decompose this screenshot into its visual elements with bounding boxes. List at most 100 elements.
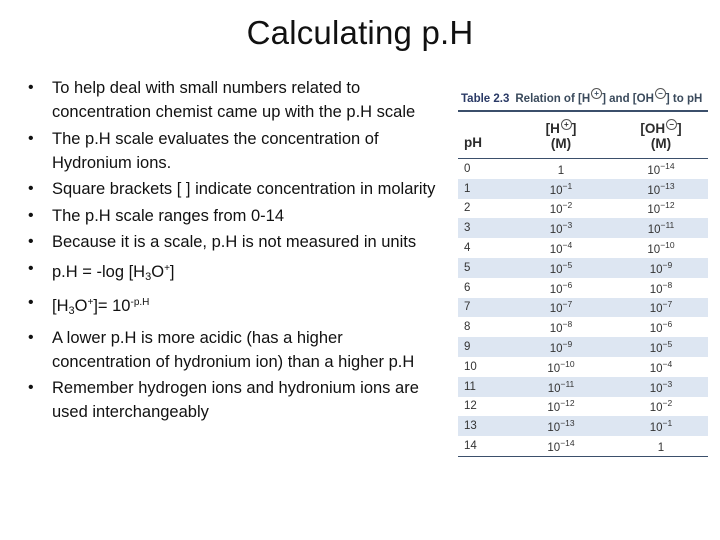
superscript: -p.H <box>130 297 150 308</box>
bullet-text: Remember hydrogen ions and hydronium ion… <box>52 379 419 421</box>
bullet-item: The p.H scale evaluates the concentratio… <box>22 127 442 175</box>
cell-ph: 14 <box>464 440 477 453</box>
formula-text: ] <box>169 262 175 281</box>
cell-h-concentration: 10−14 <box>547 438 575 455</box>
formula-text: O <box>151 262 165 281</box>
table-row: 6 10−6 10−8 <box>458 278 708 298</box>
bullet-item: A lower p.H is more acidic (has a higher… <box>22 326 442 374</box>
bullet-item-ph-formula: p.H = -log [H3O+] <box>22 257 442 289</box>
bullet-item-concentration-formula: [H3O+]= 10-p.H <box>22 291 442 323</box>
header-h-ion: [H +] (M) <box>508 111 614 159</box>
cell-oh-concentration: 10−13 <box>614 178 708 199</box>
cell-oh-concentration: 10−12 <box>647 200 675 217</box>
bullet-item: Square brackets [ ] indicate concentrati… <box>22 177 442 201</box>
ph-table: pH [H +] (M) [OH −] (M) 0 1 10−14 1 10−1 10−13 2 10… <box>458 110 708 457</box>
table-number: Table 2.3 <box>461 93 510 105</box>
table-row: 11 10−11 10−3 <box>458 376 708 397</box>
cell-ph: 4 <box>464 242 471 255</box>
cell-ph: 10 <box>464 360 477 373</box>
cell-h-concentration: 10−11 <box>508 376 614 397</box>
cell-h-concentration: 10−7 <box>508 297 614 318</box>
bullet-item: Remember hydrogen ions and hydronium ion… <box>22 376 442 424</box>
table-row: 14 10−14 1 <box>458 436 708 456</box>
bullet-text: Because it is a scale, p.H is not measur… <box>52 233 417 251</box>
cell-oh-concentration: 10−9 <box>614 257 708 278</box>
cell-oh-concentration: 10−11 <box>614 218 708 239</box>
plus-circle-icon: + <box>591 88 603 99</box>
cell-h-concentration: 10−3 <box>508 218 614 239</box>
table-row: 12 10−12 10−2 <box>458 397 708 417</box>
bullet-text: A lower p.H is more acidic (has a higher… <box>52 328 415 371</box>
table-row: 2 10−2 10−12 <box>458 199 708 219</box>
cell-oh-concentration: 10−8 <box>649 279 673 296</box>
caption-text: ] and [OH <box>602 93 654 105</box>
header-ph: pH <box>458 111 508 159</box>
cell-oh-concentration: 10−10 <box>647 240 675 257</box>
cell-ph: 5 <box>458 257 508 278</box>
ph-table-panel: Table 2.3 Relation of [H +] and [OH −] to p… <box>458 88 708 457</box>
cell-h-concentration: 10−6 <box>549 279 573 296</box>
table-row: 4 10−4 10−10 <box>458 238 708 258</box>
header-oh-ion: [OH −] (M) <box>614 111 708 159</box>
formula-text: [H <box>52 297 69 315</box>
minus-circle-icon: − <box>654 88 666 99</box>
subscript: 3 <box>68 305 75 317</box>
bullet-item: The p.H scale ranges from 0-14 <box>22 204 442 228</box>
cell-ph: 9 <box>458 337 508 357</box>
bullet-text: The p.H scale evaluates the concentratio… <box>52 129 379 172</box>
cell-ph: 0 <box>464 162 471 175</box>
cell-oh-concentration: 10−6 <box>649 319 673 336</box>
cell-oh-concentration: 10−7 <box>614 297 708 318</box>
cell-h-concentration: 10−12 <box>547 398 575 415</box>
table-row: 9 10−9 10−5 <box>458 337 708 357</box>
table-caption: Table 2.3 Relation of [H +] and [OH −] to p… <box>458 88 708 110</box>
header-unit: (M) <box>550 136 572 151</box>
cell-oh-concentration: 10−2 <box>649 398 673 415</box>
slide-title: Calculating p.H <box>246 14 474 51</box>
cell-oh-concentration: 10−5 <box>614 337 708 357</box>
bullet-text: The p.H scale ranges from 0-14 <box>52 206 285 225</box>
superscript: + <box>87 297 94 308</box>
minus-circle-icon: − <box>666 119 678 130</box>
cell-h-concentration: 10−10 <box>547 358 575 375</box>
cell-oh-concentration: 10−1 <box>614 416 708 437</box>
cell-oh-concentration: 1 <box>657 442 665 455</box>
cell-h-concentration: 10−8 <box>549 319 573 336</box>
cell-oh-concentration: 10−14 <box>647 160 675 177</box>
bullet-text: To help deal with small numbers related … <box>52 79 416 121</box>
cell-ph: 8 <box>464 321 471 334</box>
cell-h-concentration: 10−5 <box>508 257 614 278</box>
formula-text: ]= 10 <box>93 297 131 315</box>
header-unit: (M) <box>650 136 672 151</box>
formula-text: p.H = -log [H <box>52 262 146 281</box>
cell-ph: 11 <box>458 376 508 397</box>
cell-h-concentration: 10−9 <box>508 337 614 357</box>
bullet-item: To help deal with small numbers related … <box>22 76 442 124</box>
cell-h-concentration: 10−1 <box>508 178 614 199</box>
cell-h-concentration: 10−2 <box>549 200 573 217</box>
cell-oh-concentration: 10−3 <box>614 376 708 397</box>
caption-text: ] to pH <box>665 93 703 105</box>
cell-ph: 13 <box>458 416 508 437</box>
cell-oh-concentration: 10−4 <box>649 358 673 375</box>
table-row: 1 10−1 10−13 <box>458 178 708 199</box>
bullet-item: Because it is a scale, p.H is not measur… <box>22 230 442 254</box>
table-row: 7 10−7 10−7 <box>458 297 708 318</box>
cell-ph: 1 <box>458 178 508 199</box>
table-header-row: pH [H +] (M) [OH −] (M) <box>458 111 708 159</box>
plus-circle-icon: + <box>560 119 572 130</box>
ph-table-body: 0 1 10−14 1 10−1 10−13 2 10−2 10−12 3 10−3 10−11 4 10… <box>458 159 708 457</box>
bullet-text: Square brackets [ ] indicate concentrati… <box>52 180 436 198</box>
bullet-list: To help deal with small numbers related … <box>22 76 442 427</box>
cell-h-concentration: 1 <box>557 164 565 177</box>
cell-h-concentration: 10−13 <box>508 416 614 437</box>
table-row: 5 10−5 10−9 <box>458 257 708 278</box>
cell-ph: 7 <box>458 297 508 318</box>
table-row: 8 10−8 10−6 <box>458 317 708 337</box>
formula-text: O <box>74 297 88 315</box>
cell-ph: 12 <box>464 400 477 413</box>
table-row: 0 1 10−14 <box>458 159 708 179</box>
cell-ph: 2 <box>464 202 471 215</box>
superscript: + <box>164 262 170 274</box>
cell-h-concentration: 10−4 <box>549 240 573 257</box>
